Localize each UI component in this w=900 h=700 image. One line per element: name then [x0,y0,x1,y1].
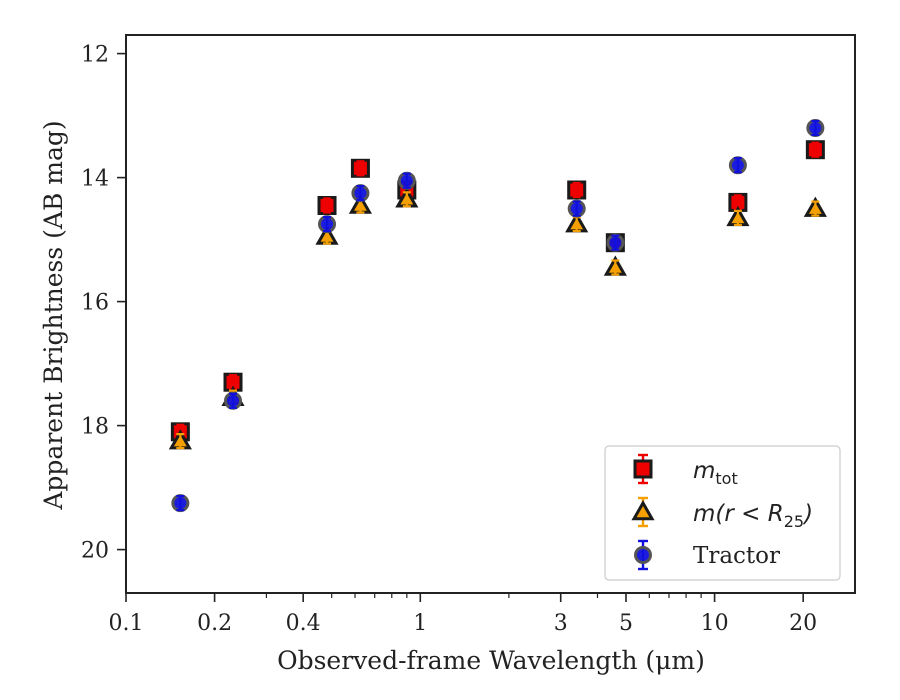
error-bar [733,209,742,226]
x-tick-label: 3 [554,611,568,636]
y-axis-title: Apparent Brightness (AB mag) [39,120,68,510]
series-triangle [168,187,827,450]
legend-triangle-marker [631,499,655,521]
y-tick-label: 12 [81,43,109,68]
legend-box [604,445,841,581]
plot-frame [125,34,856,594]
legend-m-r-sub: 25 [784,512,804,531]
data-point-circle [224,391,243,410]
legend-label-m-tot: mtot [693,458,738,488]
error-bar [611,259,620,276]
error-bar [572,181,581,199]
x-tick-label: 0.2 [197,611,232,636]
error-bar [356,160,365,177]
error-bar [402,191,411,208]
legend-markers [631,453,655,571]
legend-m-tot-base: m [693,458,715,484]
data-point-square [317,196,337,215]
error-bar [176,495,185,512]
x-axis-title: Observed-frame Wavelength (μm) [277,646,705,675]
data-point-triangle [603,255,627,276]
y-tick-label: 14 [81,167,109,192]
legend-marker-triangle [631,496,655,528]
data-point-triangle [168,429,192,450]
y-tick-label: 16 [81,291,109,316]
error-bar [323,197,332,214]
data-point-triangle [803,196,827,217]
data-point-circle [806,119,825,137]
x-tick-label: 1 [413,611,427,636]
error-bar [611,234,620,251]
series-circle [171,119,825,513]
data-point-circle [728,156,747,175]
legend-marker-circle [634,539,652,571]
data-point-circle [397,171,416,190]
error-bar [356,185,365,202]
axes: 0.1 0.2 0.4 1 3 5 10 20 12 14 16 18 20 [81,34,856,636]
data-marks [168,119,827,513]
legend: mtot m(r < R25) Tractor [604,445,841,581]
x-tick-label: 0.4 [286,611,321,636]
data-point-circle [351,184,370,203]
error-bar [402,172,411,189]
y-tick-label: 18 [81,415,109,440]
error-bar [323,216,332,233]
y-tick-label: 20 [81,539,109,564]
error-bar [176,433,185,450]
error-bar [811,200,820,217]
legend-circle-marker [634,546,652,564]
error-bar [572,200,581,217]
error-bar [811,119,820,137]
legend-m-r-suffix: ) [802,501,813,527]
error-bar [811,141,820,158]
x-tick-label: 20 [789,611,817,636]
data-point-square [805,140,825,160]
series-square [170,140,825,442]
legend-m-tot-sub: tot [715,469,737,488]
legend-label-m-r: m(r < R25) [693,501,813,531]
data-point-square [567,180,587,200]
x-tick-label: 10 [701,611,729,636]
data-point-circle [606,233,625,252]
legend-square-marker [633,459,653,479]
error-bar [229,392,238,409]
data-point-circle [318,215,337,234]
x-tick-label: 0.1 [109,611,144,636]
data-point-triangle [726,205,750,227]
data-point-circle [171,494,190,513]
data-point-square [350,158,370,178]
error-bar [733,157,742,174]
legend-marker-square [633,453,653,485]
data-point-circle [567,199,586,218]
legend-m-r-prefix: m(r < R [693,501,784,527]
x-tick-label: 5 [619,611,633,636]
legend-label-tractor: Tractor [693,543,780,569]
data-point-triangle [395,187,419,208]
